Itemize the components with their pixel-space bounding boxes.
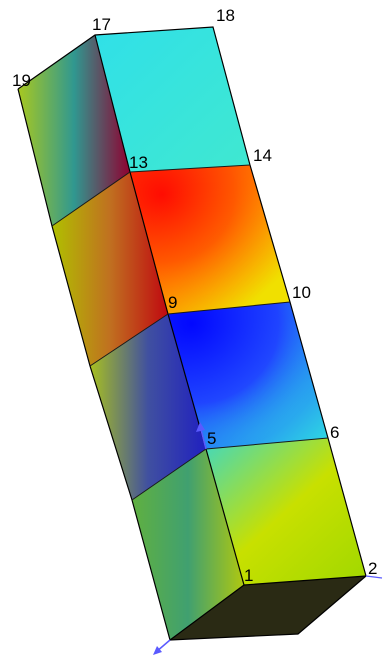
node-label-19: 19 [12,71,31,90]
axis-arrow-icon [153,575,383,655]
node-label-10: 10 [292,283,311,302]
node-label-1: 1 [244,566,253,585]
node-label-6: 6 [330,423,339,442]
left-face [18,35,244,640]
bottom-face [170,576,366,640]
node-label-17: 17 [92,15,111,34]
node-label-9: 9 [168,293,177,312]
right-face-element-1 [206,438,366,585]
node-label-2: 2 [368,559,377,578]
node-labels: 17 18 19 13 14 9 10 5 6 1 2 [12,6,377,585]
node-label-5: 5 [207,429,216,448]
left-face-element-1 [132,449,244,640]
right-face-element-4 [95,27,250,172]
left-face-element-4 [18,35,130,226]
left-face-element-3 [52,172,168,366]
left-face-element-2 [90,314,206,500]
right-face-element-2-cold [168,302,328,449]
node-label-13: 13 [129,153,148,172]
node-label-18: 18 [216,6,235,25]
axis-arrow-icon [196,422,207,450]
right-face-element-3-hot [130,165,290,314]
right-face [95,27,366,585]
node-label-14: 14 [253,146,272,165]
